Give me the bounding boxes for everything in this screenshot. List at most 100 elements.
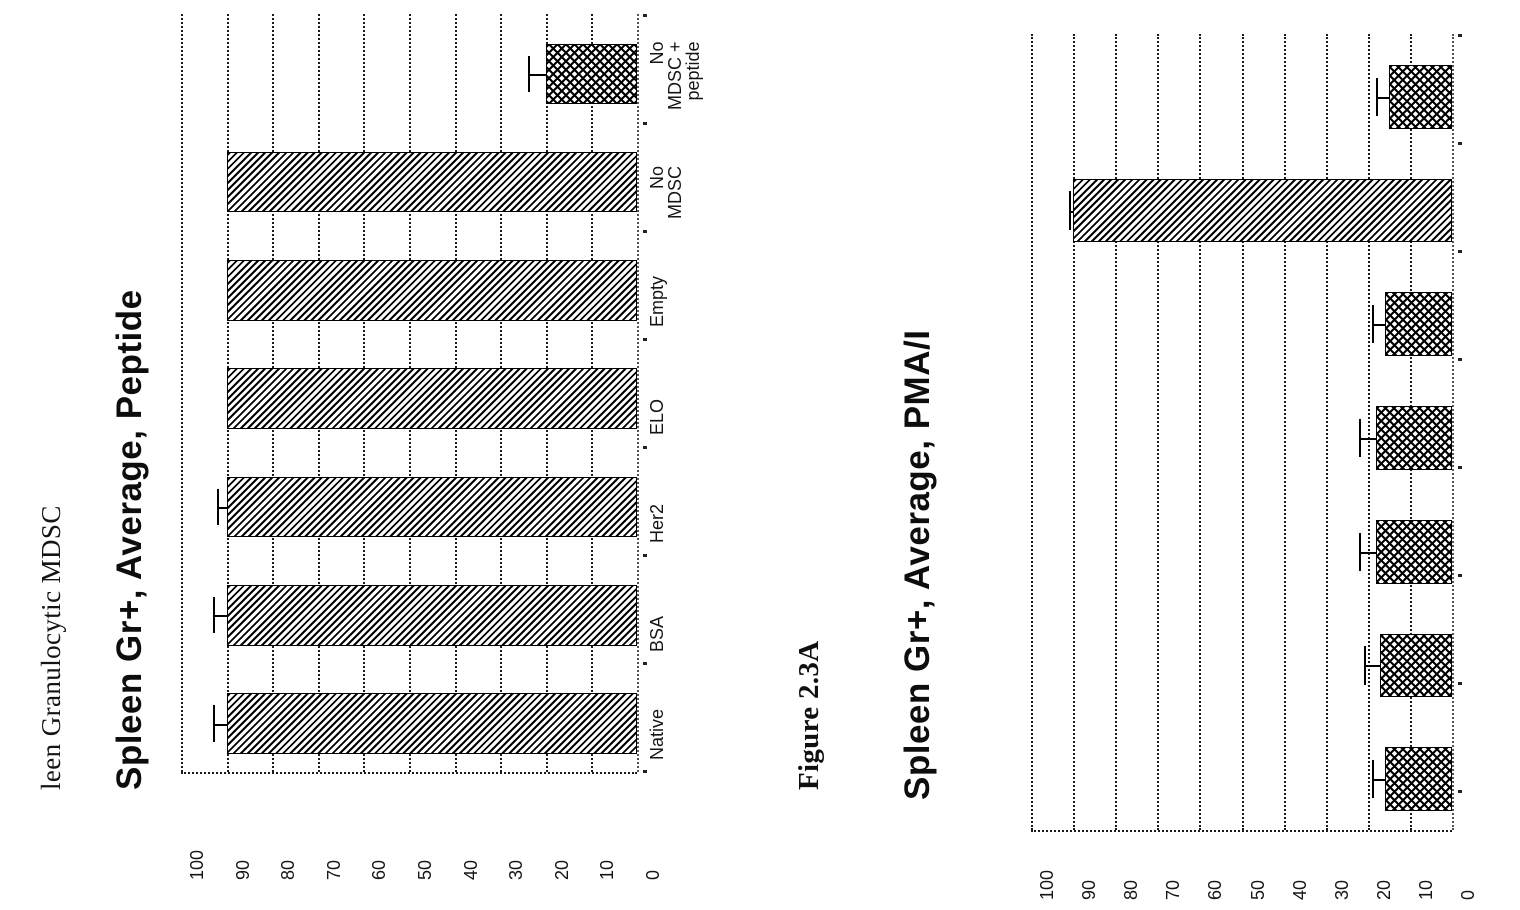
category-label-line: Her2	[648, 504, 666, 543]
tick-label-20: 20	[1375, 880, 1393, 900]
error-bar-0	[213, 724, 227, 726]
category-label-line: No	[648, 166, 666, 219]
bar-bsa	[227, 585, 637, 646]
category-label-native: Native	[648, 709, 666, 760]
tick-label-20: 20	[553, 860, 571, 880]
error-bar-3	[1359, 438, 1376, 440]
bar-native	[1385, 747, 1452, 811]
error-bar-6	[528, 74, 546, 76]
category-label-line: ELO	[648, 399, 666, 435]
scan-artifact	[643, 14, 647, 17]
tick-label-70: 70	[325, 860, 343, 880]
scan-artifact	[1458, 682, 1462, 685]
scan-artifact	[1458, 790, 1462, 793]
category-label-line: Empty	[648, 276, 666, 327]
gridline-100	[1031, 34, 1033, 830]
scan-artifact	[643, 662, 647, 665]
bar-no-mdsc	[227, 152, 637, 213]
error-bar-2	[1359, 552, 1376, 554]
error-cap-2	[1359, 533, 1361, 571]
category-label-line: MDSC +	[666, 42, 684, 111]
error-bar-1	[213, 615, 227, 617]
scan-artifact	[1458, 34, 1462, 37]
bar-empty	[1385, 292, 1452, 356]
tick-label-70: 70	[1164, 880, 1182, 900]
scan-artifact	[643, 122, 647, 125]
tick-label-80: 80	[279, 860, 297, 880]
error-cap-0	[1372, 760, 1374, 798]
scan-artifact	[1458, 142, 1462, 145]
scan-artifact	[643, 770, 647, 773]
tick-label-60: 60	[1206, 880, 1224, 900]
category-label-her2: Her2	[648, 504, 666, 543]
tick-label-40: 40	[1291, 880, 1309, 900]
gridline-0	[1452, 34, 1454, 830]
scan-artifact	[643, 338, 647, 341]
category-label-line: peptide	[684, 42, 702, 111]
gridline-20	[1368, 34, 1370, 830]
panel-pmai-plot-area	[1031, 34, 1452, 830]
gridline-60	[1199, 34, 1201, 830]
tick-label-80: 80	[1122, 880, 1140, 900]
tick-label-100: 100	[1038, 870, 1056, 900]
category-label-no-mdsc-peptide: NoMDSC +peptide	[648, 42, 702, 111]
error-cap-1	[213, 597, 215, 633]
tick-label-10: 10	[1417, 880, 1435, 900]
error-cap-3	[1359, 419, 1361, 457]
bar-her2	[1376, 520, 1452, 584]
error-bar-1	[1364, 665, 1381, 667]
bar-no-mdsc	[1073, 179, 1452, 243]
tick-label-30: 30	[1333, 880, 1351, 900]
scan-artifact	[1458, 358, 1462, 361]
gridline-40	[1284, 34, 1286, 830]
error-cap-1	[1364, 646, 1366, 684]
category-label-empty: Empty	[648, 276, 666, 327]
bar-no-mdsc-peptide	[1389, 65, 1452, 129]
tick-label-90: 90	[234, 860, 252, 880]
page-running-header: leen Granulocytic MDSC	[38, 505, 65, 790]
gridline-70	[1157, 34, 1159, 830]
scan-artifact	[1458, 250, 1462, 253]
scan-artifact	[643, 554, 647, 557]
gridline-0	[637, 14, 639, 772]
tick-label-50: 50	[416, 860, 434, 880]
error-cap-4	[1372, 305, 1374, 343]
error-cap-6	[1376, 78, 1378, 116]
bar-native	[227, 693, 637, 754]
tick-label-30: 30	[507, 860, 525, 880]
tick-label-90: 90	[1080, 880, 1098, 900]
bar-bsa	[1380, 634, 1452, 698]
bar-no-mdsc-peptide	[546, 44, 637, 105]
category-axis-line	[1031, 830, 1452, 832]
category-label-line: MDSC	[666, 166, 684, 219]
scan-artifact	[643, 230, 647, 233]
gridline-80	[1115, 34, 1117, 830]
error-cap-0	[213, 705, 215, 741]
figure-page: leen Granulocytic MDSC Spleen Gr+, Avera…	[0, 0, 1520, 910]
figure-label: Figure 2.3A	[795, 641, 824, 790]
bar-empty	[227, 260, 637, 321]
gridline-50	[1242, 34, 1244, 830]
bar-elo	[227, 368, 637, 429]
category-label-line: BSA	[648, 616, 666, 652]
bar-her2	[227, 477, 637, 538]
tick-label-100: 100	[188, 850, 206, 880]
scan-artifact	[643, 446, 647, 449]
category-label-bsa: BSA	[648, 616, 666, 652]
panel-peptide-plot-area	[181, 14, 637, 772]
panel-pmai-title: Spleen Gr+, Average, PMA/I	[900, 330, 935, 800]
gridline-100	[181, 14, 183, 772]
error-cap-5	[1069, 191, 1071, 229]
tick-label-60: 60	[370, 860, 388, 880]
tick-label-40: 40	[462, 860, 480, 880]
panel-peptide-title: Spleen Gr+, Average, Peptide	[112, 289, 147, 790]
scan-artifact	[1458, 466, 1462, 469]
category-axis-line	[181, 772, 637, 774]
gridline-30	[1326, 34, 1328, 830]
category-label-no-mdsc: NoMDSC	[648, 166, 684, 219]
tick-label-10: 10	[598, 860, 616, 880]
category-label-elo: ELO	[648, 399, 666, 435]
tick-label-0: 0	[644, 870, 662, 880]
error-cap-2	[217, 489, 219, 525]
tick-label-0: 0	[1459, 890, 1477, 900]
